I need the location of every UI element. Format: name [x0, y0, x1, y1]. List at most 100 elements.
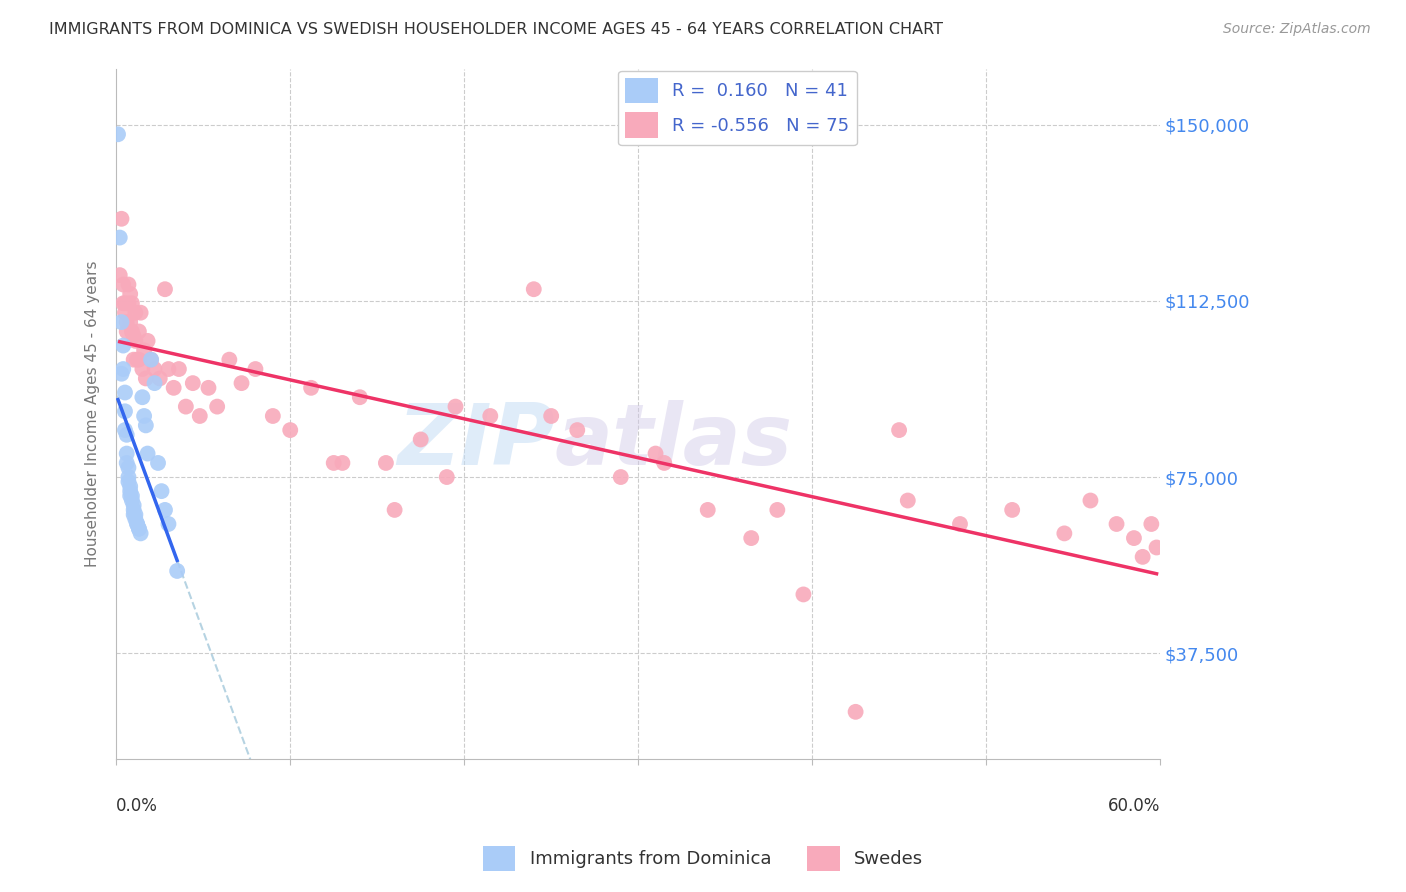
- Point: [149, 371, 172, 385]
- Point: [146, 456, 169, 470]
- Point: [384, 503, 406, 517]
- Point: [1080, 493, 1102, 508]
- Point: [652, 456, 675, 470]
- Point: [112, 362, 135, 376]
- Point: [120, 489, 142, 503]
- Point: [374, 456, 396, 470]
- Point: [131, 390, 153, 404]
- Point: [129, 526, 152, 541]
- Point: [139, 352, 162, 367]
- Point: [181, 376, 204, 391]
- Point: [128, 325, 150, 339]
- Legend: Immigrants from Dominica, Swedes: Immigrants from Dominica, Swedes: [475, 838, 931, 879]
- Point: [299, 381, 322, 395]
- Point: [121, 325, 143, 339]
- Text: 0.0%: 0.0%: [117, 797, 157, 814]
- Text: ZIP: ZIP: [396, 400, 554, 483]
- Point: [132, 409, 155, 423]
- Point: [1001, 503, 1024, 517]
- Point: [124, 306, 146, 320]
- Point: [124, 508, 146, 522]
- Point: [523, 282, 546, 296]
- Point: [115, 446, 138, 460]
- Point: [444, 400, 467, 414]
- Point: [1053, 526, 1076, 541]
- Point: [124, 334, 146, 348]
- Point: [188, 409, 211, 423]
- Point: [887, 423, 910, 437]
- Point: [567, 423, 589, 437]
- Point: [122, 498, 145, 512]
- Point: [792, 587, 814, 601]
- Point: [121, 489, 143, 503]
- Point: [127, 352, 149, 367]
- Point: [332, 456, 354, 470]
- Y-axis label: Householder Income Ages 45 - 64 years: Householder Income Ages 45 - 64 years: [86, 260, 100, 567]
- Point: [174, 400, 197, 414]
- Point: [436, 470, 458, 484]
- Point: [114, 404, 136, 418]
- Point: [139, 352, 162, 367]
- Point: [163, 381, 186, 395]
- Point: [120, 479, 142, 493]
- Text: IMMIGRANTS FROM DOMINICA VS SWEDISH HOUSEHOLDER INCOME AGES 45 - 64 YEARS CORREL: IMMIGRANTS FROM DOMINICA VS SWEDISH HOUS…: [49, 22, 943, 37]
- Point: [108, 268, 131, 282]
- Point: [112, 296, 135, 310]
- Point: [117, 296, 139, 310]
- Point: [540, 409, 562, 423]
- Point: [131, 362, 153, 376]
- Point: [110, 315, 132, 329]
- Point: [157, 516, 180, 531]
- Point: [644, 446, 666, 460]
- Point: [1132, 549, 1154, 564]
- Point: [167, 362, 190, 376]
- Point: [127, 516, 149, 531]
- Point: [740, 531, 762, 545]
- Point: [110, 211, 132, 226]
- Point: [157, 362, 180, 376]
- Point: [197, 381, 219, 395]
- Point: [122, 352, 145, 367]
- Point: [114, 423, 136, 437]
- Point: [115, 325, 138, 339]
- Point: [107, 128, 129, 142]
- Text: 60.0%: 60.0%: [1108, 797, 1160, 814]
- Point: [121, 493, 143, 508]
- Point: [115, 456, 138, 470]
- Point: [205, 400, 228, 414]
- Point: [114, 385, 136, 400]
- Text: atlas: atlas: [554, 400, 793, 483]
- Point: [610, 470, 633, 484]
- Point: [122, 329, 145, 343]
- Point: [114, 296, 136, 310]
- Point: [245, 362, 267, 376]
- Point: [1140, 516, 1163, 531]
- Point: [120, 484, 142, 499]
- Point: [262, 409, 284, 423]
- Point: [696, 503, 718, 517]
- Point: [143, 376, 166, 391]
- Point: [166, 564, 188, 578]
- Point: [117, 460, 139, 475]
- Point: [409, 433, 432, 447]
- Legend: R =  0.160   N = 41, R = -0.556   N = 75: R = 0.160 N = 41, R = -0.556 N = 75: [619, 70, 856, 145]
- Point: [120, 286, 142, 301]
- Point: [153, 503, 176, 517]
- Point: [153, 282, 176, 296]
- Point: [128, 352, 150, 367]
- Point: [120, 315, 142, 329]
- Point: [1105, 516, 1128, 531]
- Point: [278, 423, 301, 437]
- Point: [349, 390, 371, 404]
- Point: [949, 516, 972, 531]
- Point: [136, 334, 159, 348]
- Point: [766, 503, 789, 517]
- Point: [115, 315, 138, 329]
- Point: [129, 306, 152, 320]
- Point: [117, 470, 139, 484]
- Point: [231, 376, 253, 391]
- Point: [132, 343, 155, 358]
- Point: [135, 371, 157, 385]
- Point: [136, 446, 159, 460]
- Point: [112, 338, 135, 352]
